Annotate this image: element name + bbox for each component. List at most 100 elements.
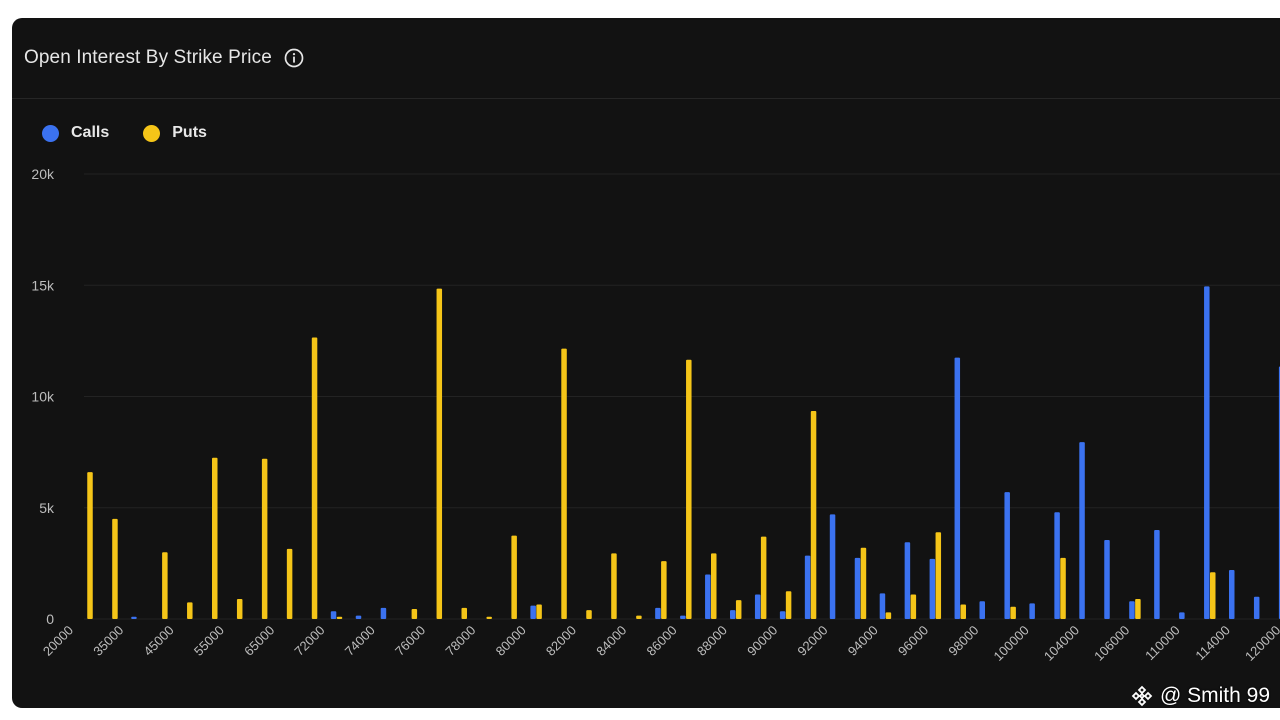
info-circle-icon[interactable] [284, 48, 304, 68]
puts-bar[interactable] [1060, 557, 1066, 619]
puts-bar[interactable] [286, 548, 293, 619]
x-tick-label: 104000 [1041, 623, 1082, 664]
calls-bar[interactable] [355, 615, 362, 619]
puts-bar[interactable] [212, 457, 218, 619]
x-tick-label: 106000 [1091, 623, 1132, 664]
x-tick-label: 110000 [1142, 623, 1183, 664]
calls-bar[interactable] [829, 514, 836, 619]
x-tick-label: 92000 [794, 623, 830, 659]
puts-bar[interactable] [1010, 606, 1016, 619]
calls-bar[interactable] [1029, 603, 1035, 619]
calls-bar[interactable] [131, 616, 137, 619]
x-tick-label: 65000 [241, 623, 277, 659]
y-tick-label: 20k [31, 166, 55, 182]
calls-bar[interactable] [330, 611, 337, 619]
puts-bar[interactable] [910, 594, 917, 619]
legend-item-puts[interactable]: Puts [143, 124, 207, 142]
calls-bar[interactable] [380, 607, 387, 619]
calls-bar[interactable] [1129, 601, 1135, 619]
puts-bar[interactable] [611, 553, 617, 619]
calls-bar[interactable] [1079, 442, 1085, 619]
x-tick-label: 76000 [392, 623, 428, 659]
puts-bar[interactable] [236, 598, 243, 619]
puts-bar[interactable] [960, 604, 967, 619]
calls-bar[interactable] [954, 357, 961, 619]
puts-bar[interactable] [686, 359, 692, 619]
puts-bar[interactable] [87, 472, 93, 619]
puts-bar[interactable] [162, 552, 168, 619]
y-tick-label: 15k [31, 277, 55, 293]
puts-bar[interactable] [586, 610, 592, 619]
chart-header: Open Interest By Strike Price [12, 18, 1280, 99]
x-tick-label: 78000 [442, 623, 478, 659]
puts-bar[interactable] [511, 535, 517, 619]
calls-bar[interactable] [804, 555, 811, 619]
calls-bar[interactable] [730, 610, 736, 619]
x-tick-label: 86000 [644, 623, 680, 659]
puts-bar[interactable] [711, 553, 717, 619]
puts-bar[interactable] [760, 536, 767, 619]
calls-bar[interactable] [879, 593, 886, 619]
x-tick-label: 80000 [493, 623, 529, 659]
x-tick-label: 74000 [342, 623, 378, 659]
puts-bar[interactable] [486, 616, 492, 619]
y-tick-label: 0 [46, 611, 54, 627]
x-tick-label: 88000 [694, 623, 730, 659]
legend-item-calls[interactable]: Calls [42, 124, 109, 142]
x-tick-label: 96000 [895, 623, 931, 659]
calls-bar[interactable] [655, 607, 661, 619]
calls-bar[interactable] [1054, 512, 1060, 619]
puts-bar[interactable] [810, 410, 817, 619]
puts-bar[interactable] [561, 348, 567, 619]
legend-swatch-puts [143, 124, 161, 142]
calls-bar[interactable] [680, 615, 686, 619]
puts-bar[interactable] [536, 604, 542, 619]
puts-bar[interactable] [785, 591, 792, 619]
x-tick-label: 90000 [744, 623, 780, 659]
puts-bar[interactable] [112, 518, 118, 619]
puts-bar[interactable] [311, 337, 318, 619]
chart-legend: Calls Puts [42, 124, 241, 142]
puts-bar[interactable] [1135, 598, 1141, 619]
calls-bar[interactable] [904, 542, 911, 619]
x-tick-label: 98000 [945, 623, 981, 659]
calls-bar[interactable] [979, 601, 986, 619]
puts-bar[interactable] [935, 532, 942, 619]
x-tick-label: 84000 [593, 623, 629, 659]
calls-bar[interactable] [779, 611, 786, 619]
puts-bar[interactable] [735, 600, 742, 619]
puts-bar[interactable] [860, 547, 867, 619]
puts-bar[interactable] [461, 607, 468, 619]
puts-bar[interactable] [187, 602, 193, 619]
y-tick-label: 10k [31, 389, 55, 405]
calls-bar[interactable] [1004, 492, 1010, 619]
calls-bar[interactable] [929, 558, 936, 619]
x-tick-label: 45000 [141, 623, 177, 659]
puts-bar[interactable] [436, 288, 443, 619]
calls-bar[interactable] [1154, 530, 1160, 619]
x-tick-label: 82000 [543, 623, 579, 659]
puts-bar[interactable] [885, 612, 892, 619]
x-tick-label: 72000 [291, 623, 327, 659]
legend-label-calls: Calls [71, 124, 110, 141]
puts-bar[interactable] [636, 615, 642, 619]
puts-bar[interactable] [661, 561, 667, 619]
chart-card: Open Interest By Strike Price Calls Puts… [12, 18, 1280, 708]
calls-bar[interactable] [705, 574, 711, 620]
puts-bar[interactable] [336, 616, 343, 619]
watermark: @ Smith 99 [1130, 684, 1270, 708]
x-tick-label: 114000 [1192, 623, 1233, 664]
legend-label-puts: Puts [172, 124, 207, 141]
calls-bar[interactable] [1179, 612, 1185, 619]
calls-bar[interactable] [754, 594, 761, 619]
calls-bar[interactable] [1229, 570, 1235, 619]
calls-bar[interactable] [1204, 286, 1210, 619]
puts-bar[interactable] [411, 608, 418, 619]
puts-bar[interactable] [1210, 572, 1216, 619]
calls-bar[interactable] [530, 605, 536, 619]
puts-bar[interactable] [261, 458, 268, 619]
chart-title: Open Interest By Strike Price [24, 47, 272, 68]
calls-bar[interactable] [1253, 596, 1260, 619]
calls-bar[interactable] [1104, 540, 1110, 619]
calls-bar[interactable] [854, 557, 861, 619]
